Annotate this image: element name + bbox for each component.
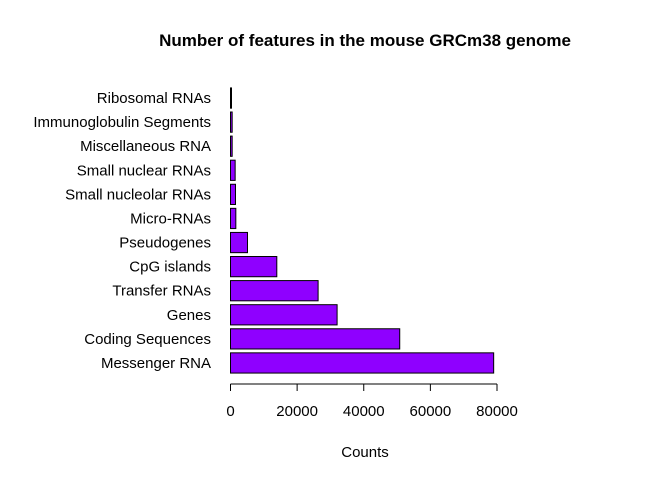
x-tick-label: 80000 <box>476 403 518 420</box>
bar-pseudogenes <box>230 231 248 254</box>
category-label: Messenger RNA <box>101 355 211 372</box>
bars-group <box>230 87 495 374</box>
bar-messenger-rna <box>230 352 495 374</box>
bar-small-nuclear-rnas <box>230 159 236 181</box>
chart-title: Number of features in the mouse GRCm38 g… <box>159 31 571 50</box>
category-label: Immunoglobulin Segments <box>33 114 211 131</box>
x-tick-label: 40000 <box>343 403 385 420</box>
bar-transfer-rnas <box>230 280 319 302</box>
bar-coding-sequences <box>230 328 401 350</box>
x-tick-label: 20000 <box>276 403 318 420</box>
category-label: Coding Sequences <box>84 331 211 348</box>
x-tick-label: 60000 <box>410 403 452 420</box>
category-label: Transfer RNAs <box>112 283 211 300</box>
category-label: Small nuclear RNAs <box>77 162 211 179</box>
bar-cpg-islands <box>230 256 278 278</box>
bar-micro-rnas <box>230 207 237 230</box>
category-label: Genes <box>167 307 211 324</box>
x-axis: 0 20000 40000 60000 80000 <box>226 383 518 420</box>
bar-miscellaneous-rna <box>230 135 233 157</box>
category-label: Miscellaneous RNA <box>80 138 211 155</box>
category-label: Pseudogenes <box>119 235 211 252</box>
x-axis-label: Counts <box>341 444 389 461</box>
bar-immunoglobulin-segments <box>230 111 233 133</box>
category-label: Ribosomal RNAs <box>97 90 211 107</box>
bar-genes <box>230 304 338 326</box>
bar-ribosomal-rnas <box>230 87 232 109</box>
category-label: Micro-RNAs <box>130 210 211 227</box>
x-tick-label: 0 <box>226 403 234 420</box>
bar-small-nucleolar-rnas <box>230 183 236 205</box>
category-labels-group: Messenger RNA Coding Sequences Genes Transf… <box>33 90 211 372</box>
category-label: Small nucleolar RNAs <box>65 186 211 203</box>
category-label: CpG islands <box>129 259 211 276</box>
